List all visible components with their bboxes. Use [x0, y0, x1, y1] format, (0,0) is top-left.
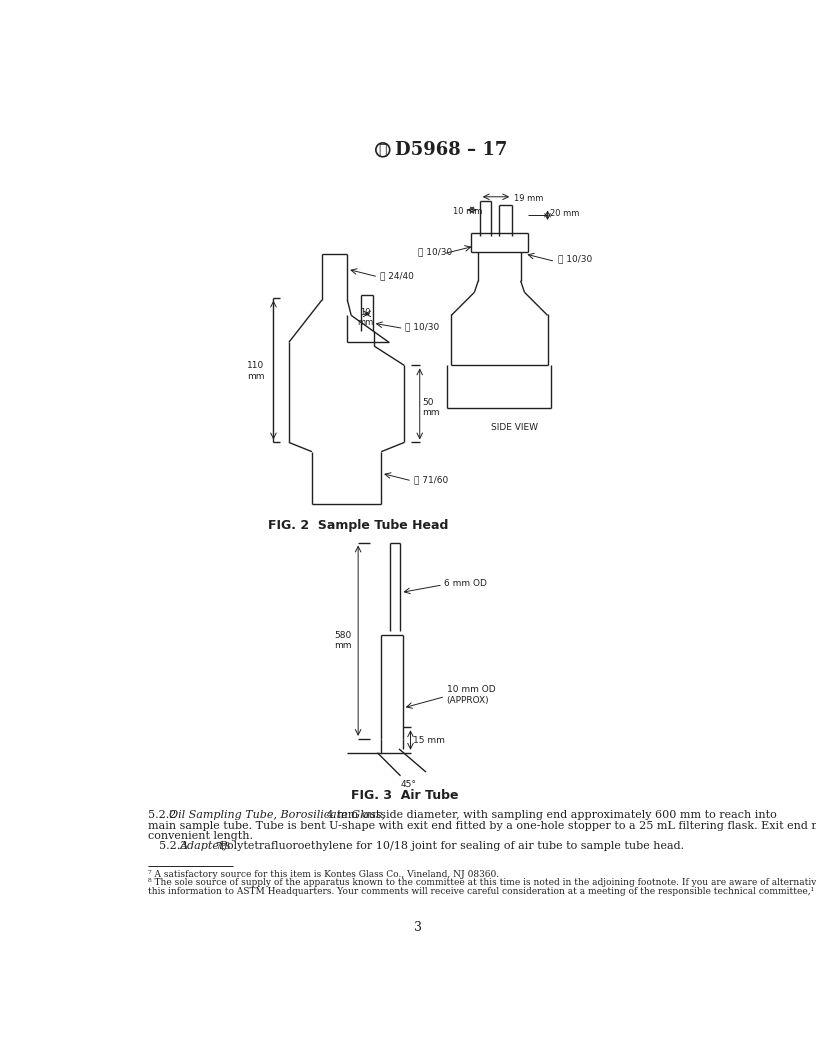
Text: Adapter,: Adapter,: [180, 842, 228, 851]
Text: D5968 – 17: D5968 – 17: [395, 140, 508, 158]
Text: 3: 3: [415, 921, 422, 934]
Text: ⎓ 24/40: ⎓ 24/40: [379, 270, 414, 280]
Text: ⎓ 71/60: ⎓ 71/60: [414, 475, 448, 484]
Text: 7,8: 7,8: [213, 842, 230, 850]
Text: 15 mm: 15 mm: [413, 736, 445, 744]
Text: 19 mm: 19 mm: [514, 194, 543, 203]
Text: ⎓ 10/30: ⎓ 10/30: [419, 247, 452, 256]
Text: 10 mm: 10 mm: [453, 207, 482, 215]
Text: SIDE VIEW: SIDE VIEW: [491, 423, 538, 432]
Text: 5.2.3: 5.2.3: [158, 842, 187, 851]
Text: 10
mm: 10 mm: [357, 307, 374, 327]
Text: FIG. 3  Air Tube: FIG. 3 Air Tube: [351, 789, 458, 802]
Text: 580
mm: 580 mm: [335, 631, 352, 650]
Text: ⁷ A satisfactory source for this item is Kontes Glass Co., Vineland, NJ 08360.: ⁷ A satisfactory source for this item is…: [148, 870, 499, 879]
Text: ⁸ The sole source of supply of the apparatus known to the committee at this time: ⁸ The sole source of supply of the appar…: [148, 879, 816, 887]
Text: Oil Sampling Tube, Borosilicate Glass,: Oil Sampling Tube, Borosilicate Glass,: [170, 811, 386, 821]
Text: FIG. 2  Sample Tube Head: FIG. 2 Sample Tube Head: [268, 520, 448, 532]
Text: Polytetrafluoroethylene for 10/18 joint for sealing of air tube to sample tube h: Polytetrafluoroethylene for 10/18 joint …: [220, 842, 685, 851]
Text: this information to ASTM Headquarters. Your comments will receive careful consid: this information to ASTM Headquarters. Y…: [148, 887, 816, 895]
Text: Ⓐ: Ⓐ: [379, 143, 387, 157]
Text: 4 mm outside diameter, with sampling end approximately 600 mm to reach into: 4 mm outside diameter, with sampling end…: [323, 811, 777, 821]
Text: 6 mm OD: 6 mm OD: [445, 579, 487, 588]
Text: 110
mm: 110 mm: [246, 361, 264, 381]
Text: 10 mm OD
(APPROX): 10 mm OD (APPROX): [446, 685, 495, 704]
Text: ⎓ 10/30: ⎓ 10/30: [557, 254, 592, 264]
Text: main sample tube. Tube is bent U-shape with exit end fitted by a one-hole stoppe: main sample tube. Tube is bent U-shape w…: [148, 821, 816, 831]
Text: ⎓ 10/30: ⎓ 10/30: [405, 322, 439, 332]
Text: 50
mm: 50 mm: [422, 398, 440, 417]
Text: 45°: 45°: [401, 779, 416, 789]
Text: 5.2.2: 5.2.2: [148, 811, 176, 821]
Text: convenient length.: convenient length.: [148, 831, 253, 842]
Text: 20 mm: 20 mm: [550, 209, 579, 219]
